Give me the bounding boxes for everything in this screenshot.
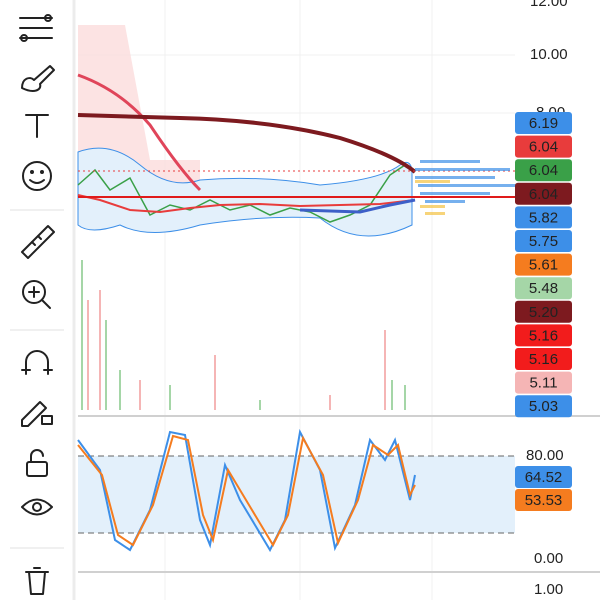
zoom-tool[interactable] (22, 280, 51, 309)
price-badge (515, 324, 572, 347)
price-badge-label: 53.53 (525, 492, 563, 509)
price-badge-label: 5.82 (529, 209, 558, 226)
trend-line-tool[interactable] (19, 14, 53, 42)
price-badge-label: 5.20 (529, 304, 558, 321)
price-badge (515, 112, 572, 134)
lock-tool[interactable] (26, 449, 48, 477)
text-tool[interactable] (25, 114, 49, 138)
price-badge-label: 5.11 (529, 375, 557, 392)
oscillator-d (77, 434, 416, 548)
badges: 6.19 6.04 6.04 6.04 5.82 5.75 5.61 5.48 5.20 5.16… (515, 112, 572, 511)
price-badge-label: 5.16 (529, 327, 558, 344)
price-badge-label: 6.04 (529, 186, 558, 203)
price-badge (515, 206, 572, 229)
volume-profile-secondary (415, 180, 450, 215)
price-badge (515, 371, 572, 394)
fast-curve (77, 73, 202, 192)
volume-profile (415, 160, 518, 203)
brush-tool[interactable] (21, 65, 55, 92)
oscillator-chart (77, 428, 515, 553)
price-badge (515, 135, 572, 158)
price-chart (77, 25, 518, 410)
visibility-tool[interactable] (21, 498, 53, 516)
price-badge (515, 253, 572, 276)
avg-line (77, 194, 416, 214)
price-badge (515, 300, 572, 323)
price-badge-label: 64.52 (525, 469, 563, 486)
price-badge (515, 159, 572, 182)
oscillator-axis-label: 0.00 (534, 550, 563, 567)
emoji-tool[interactable] (22, 161, 52, 191)
price-badge (515, 277, 572, 300)
price-badge-label: 5.16 (529, 351, 558, 368)
price-badge-label: 6.04 (529, 139, 558, 156)
delete-tool[interactable] (25, 567, 49, 595)
ruler-tool[interactable] (21, 225, 55, 259)
lock-drawing-tool[interactable] (21, 401, 53, 427)
oscillator-axis-label: 80.00 (526, 447, 564, 464)
toolbar (10, 14, 64, 595)
price-badge (515, 230, 572, 252)
slow-curve (77, 113, 417, 174)
short-avg (299, 198, 416, 214)
price-badge (515, 395, 572, 418)
price-badge-label: 5.03 (529, 398, 558, 415)
price-axis-label: 12.00 (530, 0, 568, 10)
volume-bars (81, 260, 406, 410)
price-badge-label: 6.04 (529, 162, 558, 179)
price-badge-label: 6.19 (529, 115, 558, 132)
price-badge-label: 5.48 (529, 280, 558, 297)
bands (77, 147, 413, 237)
magnet-tool[interactable] (21, 350, 53, 375)
price-badge (515, 489, 572, 511)
price-axis-label: 10.00 (530, 46, 568, 63)
price-badge-label: 5.75 (529, 233, 558, 250)
bottom-axis-label: 1.00 (534, 581, 563, 598)
price-badge (515, 466, 572, 488)
price-badge (515, 182, 572, 205)
price-badge-label: 5.61 (529, 257, 558, 274)
price-badge (515, 348, 572, 370)
